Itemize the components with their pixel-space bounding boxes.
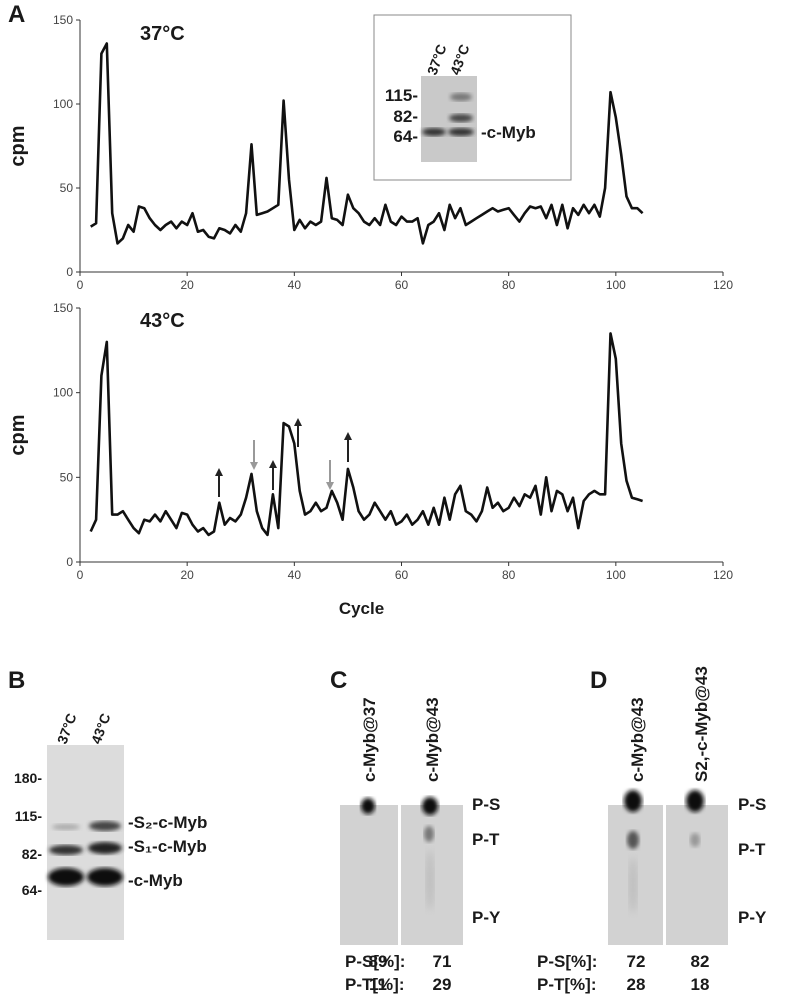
cell: 18 <box>691 975 710 994</box>
x-tick-label: 80 <box>502 278 516 292</box>
y-tick-label: 0 <box>66 265 73 279</box>
y-tick-label: 50 <box>60 181 74 195</box>
lane-label: S2,-c-Myb@43 <box>692 666 711 782</box>
panel-d: D c-Myb@43 S2,-c-Myb@43 P-S P-T P-Y P-S[… <box>537 666 767 994</box>
panel-label: A <box>8 1 25 28</box>
marker-label: 64- <box>22 882 43 898</box>
band-label: -S₁-c-Myb <box>128 837 207 856</box>
panel-label: C <box>330 667 347 694</box>
lane-label: c-Myb@37 <box>360 697 379 782</box>
y-tick-label: 50 <box>60 470 74 484</box>
y-tick-label: 100 <box>53 97 73 111</box>
tlc-plate <box>666 805 728 945</box>
y-tick-label: 150 <box>53 13 73 27</box>
y-axis-label: cpm <box>7 414 29 455</box>
x-tick-label: 100 <box>606 568 626 582</box>
lane-label: c-Myb@43 <box>423 697 442 782</box>
panel-label: D <box>590 667 607 694</box>
x-tick-label: 80 <box>502 568 516 582</box>
cell: 72 <box>627 952 646 971</box>
cell: 29 <box>433 975 452 994</box>
x-tick-label: 120 <box>713 278 733 292</box>
lane-label: 43°C <box>88 711 114 746</box>
x-axis-label: Cycle <box>339 599 384 618</box>
cell: 82 <box>691 952 710 971</box>
blot <box>47 745 124 940</box>
cell: 89 <box>369 952 388 971</box>
row-label: P-S[%]: <box>537 952 597 971</box>
cell: 11 <box>369 975 387 994</box>
row-label: P-T[%]: <box>345 975 404 994</box>
tlc-plate <box>340 805 398 945</box>
inset: 37°C 43°C 115- 82- 64- -c-Myb <box>373 14 572 181</box>
lane-label: 37°C <box>54 711 80 746</box>
lane-label: c-Myb@43 <box>628 697 647 782</box>
y-tick-label: 100 <box>53 386 73 400</box>
chart-title: 37°C <box>140 23 185 45</box>
panel-c: C c-Myb@37 c-Myb@43 P-S P-T P-Y P-S[%]: … <box>330 667 501 994</box>
row-label: P-T[%]: <box>537 975 596 994</box>
marker-label: 115- <box>385 86 418 105</box>
band-label: -S₂-c-Myb <box>128 813 207 832</box>
x-tick-label: 120 <box>713 568 733 582</box>
row-label: P-S[%]: <box>345 952 405 971</box>
spot-label: P-T <box>738 840 766 859</box>
x-tick-label: 100 <box>606 278 626 292</box>
y-tick-label: 150 <box>53 301 73 315</box>
x-tick-label: 0 <box>77 568 84 582</box>
panel-label: B <box>8 667 25 694</box>
x-tick-label: 60 <box>395 568 409 582</box>
marker-label: 64- <box>393 127 418 146</box>
x-tick-label: 40 <box>288 568 302 582</box>
x-tick-label: 40 <box>288 278 302 292</box>
cell: 71 <box>433 952 452 971</box>
band-label: -c-Myb <box>128 871 183 890</box>
marker-label: 180- <box>14 770 42 786</box>
panel-b: B 37°C 43°C 180- 115- 82- 64- -S₂-c-Myb … <box>8 667 207 940</box>
arrows <box>215 418 352 497</box>
y-axis-label: cpm <box>7 125 29 166</box>
x-tick-label: 0 <box>77 278 84 292</box>
chart-title: 43°C <box>140 310 185 332</box>
band-label: -c-Myb <box>481 123 536 142</box>
x-tick-label: 60 <box>395 278 409 292</box>
marker-label: 82- <box>393 107 418 126</box>
spot-label: P-T <box>472 830 500 849</box>
data-line <box>90 42 644 245</box>
cell: 28 <box>627 975 646 994</box>
data-line <box>89 332 643 537</box>
spot-label: P-Y <box>472 908 501 927</box>
spot-label: P-S <box>738 795 766 814</box>
y-tick-label: 0 <box>66 555 73 569</box>
x-tick-label: 20 <box>180 278 194 292</box>
marker-label: 115- <box>15 808 43 824</box>
spot-label: P-Y <box>738 908 767 927</box>
marker-label: 82- <box>22 846 43 862</box>
spot-label: P-S <box>472 795 500 814</box>
x-tick-label: 20 <box>180 568 194 582</box>
